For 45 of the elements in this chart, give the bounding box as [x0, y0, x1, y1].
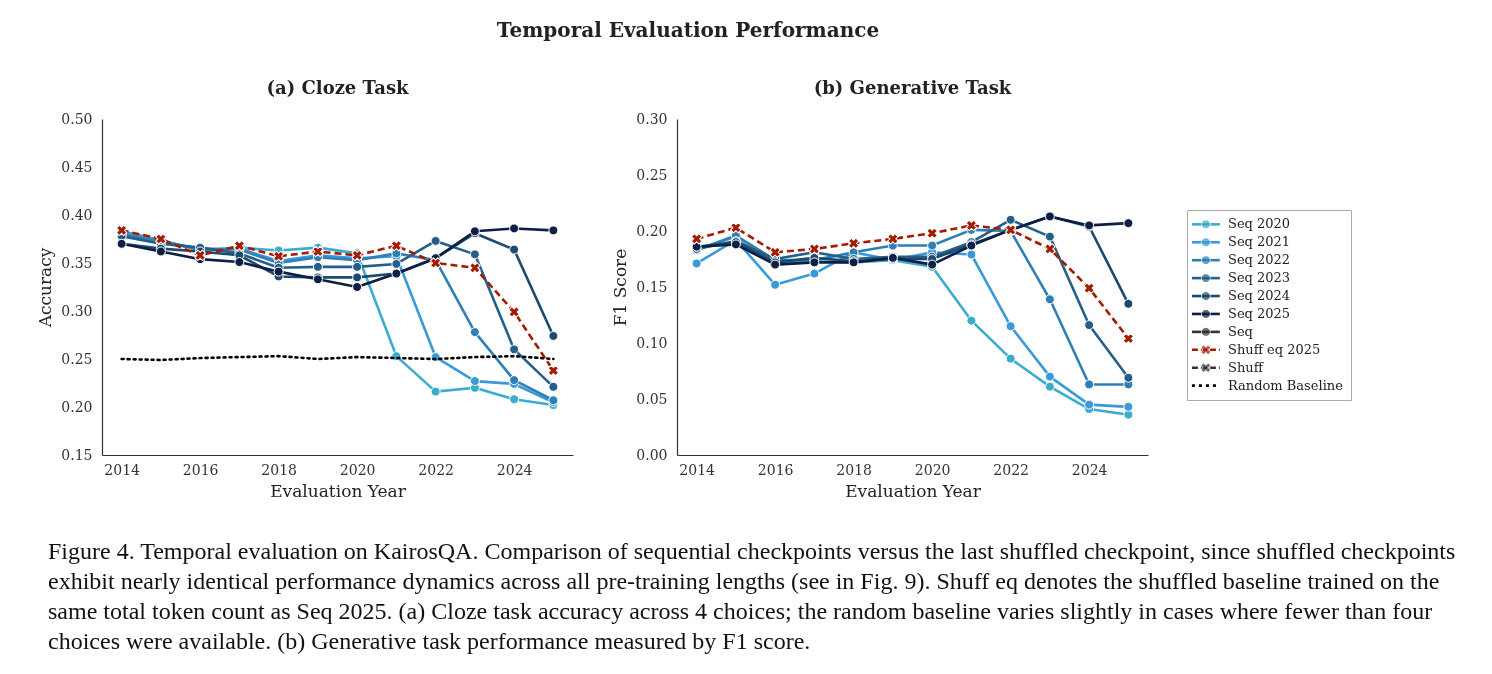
legend-label: Seq 2023: [1228, 270, 1291, 286]
text: Temporal Evaluation Performance: [495, 18, 881, 42]
legend-label: Shuff eq 2025: [1228, 341, 1321, 357]
legend-label: Seq 2020: [1228, 216, 1291, 232]
y-tick-label: 0.25: [61, 350, 93, 367]
y-tick-label: 0.15: [636, 278, 668, 295]
caption: Figure 4. Temporal evaluation on KairosQA. Comparison of sequential checkpoints versus the last shuffled checkpoint, since shuffled checkpoints exhibit nearly identical performance dynamics across all pre-training lengths (see in Fig. 9). Shuff eq denotes the shuffled baseline trained on the same total token count as Seq 2025. (a) Cloze task accuracy across 4 choices; the random baseline varies slightly in cases where fewer than four choices were available. (b) Generative task performance measured by F1 score.: [48, 537, 1457, 656]
y-tick-label: 0.35: [61, 254, 93, 271]
y-tick-label: 0.20: [636, 222, 668, 239]
y-tick-label: 0.00: [636, 446, 668, 463]
legend-label: Shuff: [1228, 359, 1265, 375]
x-axis-title: Evaluation Year: [845, 480, 982, 501]
x-tick-label: 2020: [914, 461, 951, 478]
chart-title: (a) Cloze Task: [266, 77, 410, 98]
chart-title: (b) Generative Task: [813, 77, 1012, 98]
x-tick-label: 2020: [339, 461, 376, 478]
y-tick-label: 0.05: [636, 390, 668, 407]
x-tick-label: 2016: [757, 461, 794, 478]
x-tick-label: 2018: [836, 461, 872, 478]
x-tick-label: 2014: [104, 461, 141, 478]
legend-label: Seq 2022: [1228, 252, 1291, 268]
x-tick-label: 2018: [261, 461, 297, 478]
legend-label: Seq: [1228, 323, 1253, 339]
x-tick-label: 2014: [679, 461, 716, 478]
y-tick-label: 0.30: [61, 302, 93, 319]
x-tick-label: 2016: [182, 461, 219, 478]
y-tick-label: 0.25: [636, 166, 668, 183]
x-tick-label: 2024: [496, 461, 533, 478]
y-tick-label: 0.10: [636, 334, 668, 351]
x-tick-label: 2022: [418, 461, 454, 478]
y-tick-label: 0.20: [61, 398, 93, 415]
x-axis-title: Evaluation Year: [270, 480, 407, 501]
y-tick-label: 0.40: [61, 206, 93, 223]
y-axis-title: Accuracy: [35, 247, 56, 329]
y-axis-title: F1 Score: [610, 248, 631, 327]
x-tick-label: 2024: [1071, 461, 1108, 478]
legend-label: Seq 2025: [1228, 305, 1291, 321]
legend-label: Random Baseline: [1228, 377, 1344, 393]
legend-label: Seq 2021: [1228, 234, 1291, 250]
y-tick-label: 0.30: [636, 110, 668, 127]
x-tick-label: 2022: [993, 461, 1029, 478]
y-tick-label: 0.45: [61, 158, 93, 175]
legend-label: Seq 2024: [1228, 288, 1291, 304]
y-tick-label: 0.50: [61, 110, 93, 127]
y-tick-label: 0.15: [61, 446, 93, 463]
